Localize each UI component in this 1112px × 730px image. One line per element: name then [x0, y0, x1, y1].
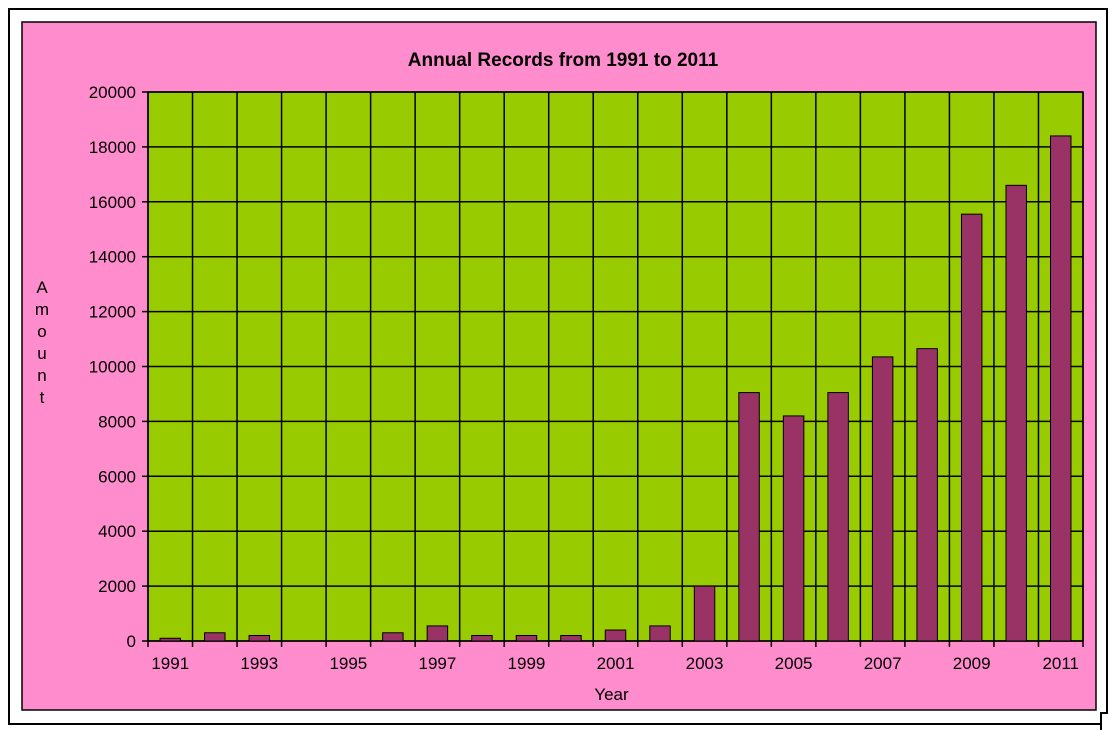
frame-corner: [1100, 712, 1108, 730]
bar-1998: [471, 635, 493, 642]
y-tick-label: 10000: [89, 358, 136, 377]
x-tick-label: 1999: [508, 654, 546, 673]
bars: [159, 135, 1072, 642]
x-tick-label: 2009: [953, 654, 991, 673]
bar-1999: [515, 635, 538, 642]
y-axis-ticks: 0 2000 4000 6000 8000 10000 12000 14000 16000 180…: [89, 83, 148, 651]
bar-2002: [649, 625, 671, 642]
chart-frame: [8, 8, 1108, 725]
y-tick-label: 20000: [89, 83, 136, 102]
x-tick-label: 1991: [151, 654, 189, 673]
bar-2009: [960, 213, 983, 642]
x-tick-label: 2003: [686, 654, 724, 673]
bar-1996: [382, 632, 404, 642]
y-axis-label-letter: A: [36, 278, 48, 297]
x-axis-ticks: 1991 1993 1995 1997 1999 2001 2003 2005 2007 2009…: [147, 641, 1084, 673]
y-axis-label-letter: u: [37, 344, 46, 363]
bar-2010: [1005, 184, 1027, 642]
y-axis-label-letter: t: [40, 388, 45, 407]
y-tick-label: 8000: [98, 412, 136, 431]
bar-2005: [782, 415, 805, 642]
y-axis-label-letter: o: [37, 322, 46, 341]
x-tick-label: 2011: [1042, 654, 1079, 673]
y-tick-label: 2000: [98, 577, 136, 596]
bar-1992: [204, 632, 226, 642]
bar-2003: [693, 585, 716, 642]
x-tick-label: 2005: [775, 654, 813, 673]
x-axis-label: Year: [594, 685, 629, 704]
y-tick-label: 4000: [98, 522, 136, 541]
y-tick-label: 16000: [89, 193, 136, 212]
y-tick-label: 14000: [89, 248, 136, 267]
chart-title: Annual Records from 1991 to 2011: [408, 50, 719, 71]
bar-2001: [604, 629, 627, 642]
y-axis-label-letter: m: [35, 300, 49, 319]
x-tick-label: 2001: [597, 654, 635, 673]
bar-2004: [738, 392, 760, 642]
x-tick-label: 1995: [329, 654, 367, 673]
y-tick-label: 6000: [98, 467, 136, 486]
y-tick-label: 18000: [89, 138, 136, 157]
bar-1997: [426, 625, 449, 642]
y-axis-label-letter: n: [37, 366, 46, 385]
bar-1991: [159, 637, 182, 642]
y-tick-label: 12000: [89, 303, 136, 322]
bar-2008: [916, 348, 938, 642]
bar-2000: [560, 635, 582, 642]
bar-2007: [871, 356, 894, 642]
bar-2011: [1049, 135, 1072, 642]
bar-2006: [827, 392, 849, 642]
x-tick-label: 2007: [864, 654, 902, 673]
y-tick-label: 0: [127, 632, 136, 651]
x-tick-label: 1993: [240, 654, 278, 673]
x-tick-label: 1997: [418, 654, 456, 673]
bar-1993: [248, 635, 271, 642]
